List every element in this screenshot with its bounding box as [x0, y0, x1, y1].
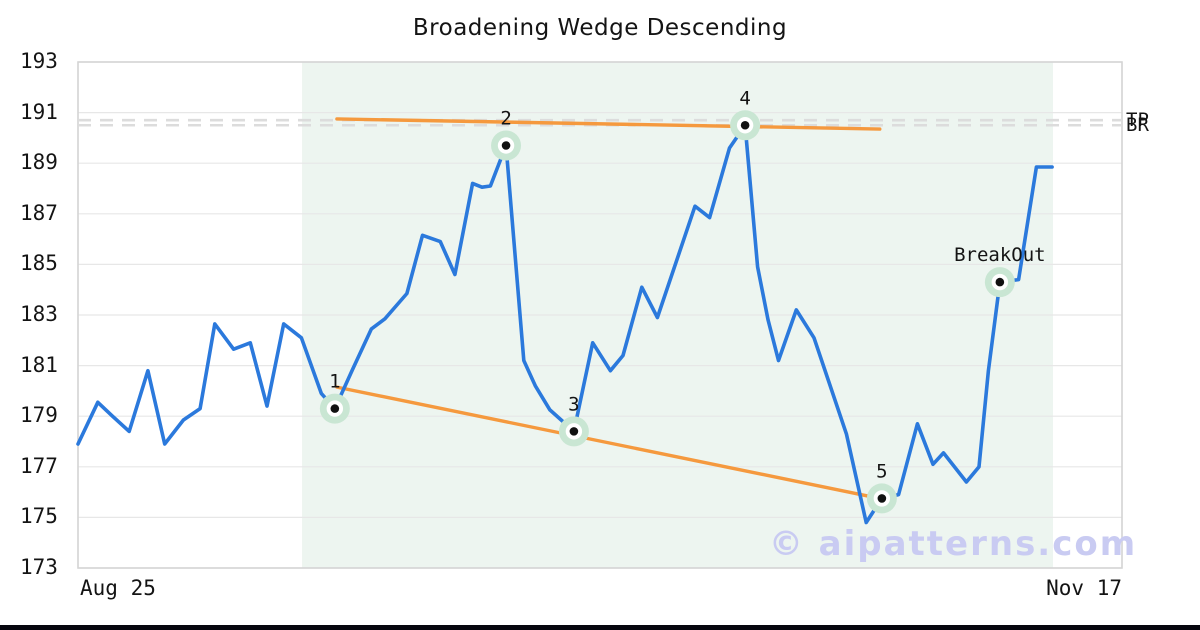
y-tick-label: 183 — [20, 302, 58, 326]
plot-border — [77, 61, 1123, 569]
y-tick-label: 187 — [20, 200, 58, 225]
pattern-point-label: 5 — [876, 460, 887, 482]
pattern-point-dot — [877, 494, 887, 503]
y-tick-label: 179 — [20, 403, 58, 428]
pattern-point-label: BreakOut — [954, 244, 1046, 266]
pattern-point-dot — [569, 427, 579, 436]
upper-trendline — [335, 117, 882, 131]
pattern-point-dot — [501, 141, 511, 150]
pattern-point-dot — [740, 120, 750, 130]
watermark: © aipatterns.com — [768, 524, 1138, 564]
chart-title: Broadening Wedge Descending — [412, 15, 788, 41]
x-axis-label-end: Nov 17 — [1046, 576, 1122, 600]
y-tick-label: 175 — [20, 504, 58, 529]
bottom-bar — [0, 625, 1200, 630]
pattern-point-label: 2 — [500, 107, 511, 129]
pattern-point-label: 4 — [739, 87, 750, 109]
y-tick-label: 177 — [20, 453, 58, 478]
lower-trendline — [335, 385, 876, 499]
y-tick-label: 185 — [20, 251, 58, 276]
x-axis-label-start: Aug 25 — [80, 576, 156, 600]
y-tick-label: 193 — [20, 49, 58, 73]
y-tick-label: 189 — [20, 150, 58, 175]
pattern-point-label: 1 — [329, 371, 340, 393]
y-tick-label: 181 — [20, 352, 58, 377]
pattern-point-dot — [330, 404, 340, 413]
br-label: BR — [1126, 114, 1149, 137]
y-tick-label: 191 — [20, 99, 58, 124]
pattern-point-dot — [995, 277, 1005, 287]
y-tick-label: 173 — [20, 555, 58, 579]
pattern-point-label: 3 — [568, 393, 579, 415]
tp-label: TP — [1126, 109, 1149, 132]
price-line — [76, 123, 1054, 525]
